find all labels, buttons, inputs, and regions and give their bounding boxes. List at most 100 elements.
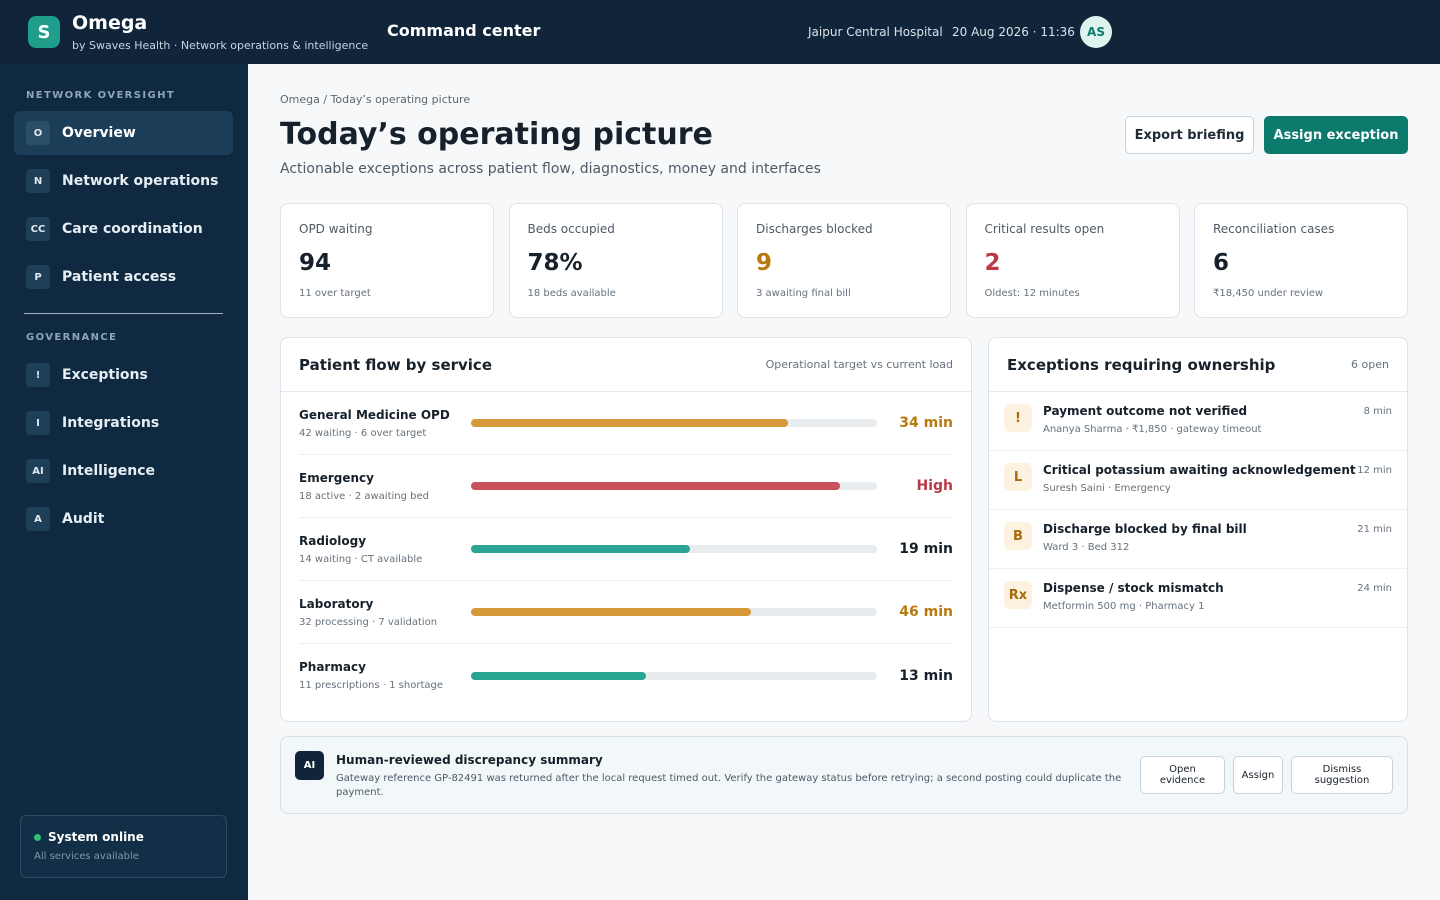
nav-item[interactable]: CC Care coordination (14, 207, 233, 251)
exception-icon: B (1004, 522, 1032, 550)
panel-title: Patient flow by service (299, 355, 492, 374)
ai-action[interactable]: Assign (1233, 756, 1283, 794)
service-detail: 32 processing · 7 validation (299, 616, 438, 628)
load-bar (471, 419, 788, 427)
status-detail: All services available (34, 851, 139, 862)
exception-age: 21 min (1357, 524, 1392, 535)
kpi-value: 94 (299, 250, 332, 276)
flow-name: Radiology 14 waiting · CT available (299, 534, 471, 565)
service-name: Emergency (299, 470, 374, 485)
sidebar: NETWORK OVERSIGHT O Overview N Network opera… (0, 64, 248, 900)
status-title: System online (34, 830, 226, 844)
panel-header: Patient flow by service Operational targe… (281, 338, 971, 392)
exception-icon: L (1004, 463, 1032, 491)
nav-icon: CC (26, 217, 50, 241)
load-bar (471, 608, 752, 616)
flow-name: Laboratory 32 processing · 7 validation (299, 597, 471, 628)
load-track (471, 608, 877, 616)
kpi-note: 11 over target (299, 288, 371, 299)
load-track (471, 545, 877, 553)
brand: Omega (72, 12, 148, 34)
kpi-label: Reconciliation cases (1213, 222, 1335, 236)
ai-action[interactable]: Dismiss suggestion (1291, 756, 1393, 794)
nav-icon: A (26, 507, 50, 531)
kpi-value: 2 (984, 250, 1001, 276)
kpi-value: 78% (527, 250, 583, 276)
ai-badge: AI (295, 751, 324, 780)
service-name: General Medicine OPD (299, 407, 450, 422)
status-box: System online All services available (20, 815, 227, 878)
exception-age: 12 min (1357, 465, 1392, 476)
exception-item[interactable]: B Discharge blocked by final bill Ward 3 ·… (989, 510, 1407, 569)
ai-text: Gateway reference GP-82491 was returned … (336, 773, 1122, 798)
exception-item[interactable]: Rx Dispense / stock mismatch Metformin 500… (989, 569, 1407, 628)
exception-title: Dispense / stock mismatch (1043, 581, 1224, 595)
panel-caption: 6 open (1351, 358, 1389, 371)
top-bar: S Omega by Swaves Health · Network operati… (0, 0, 1440, 64)
exception-title: Payment outcome not verified (1043, 404, 1248, 418)
service-detail: 18 active · 2 awaiting bed (299, 490, 429, 502)
nav-icon: P (26, 265, 50, 289)
nav-item[interactable]: ! Exceptions (14, 353, 233, 397)
logo: S (28, 16, 60, 48)
nav-item[interactable]: A Audit (14, 497, 233, 541)
kpi-card: OPD waiting 94 11 over target (280, 203, 494, 318)
service-name: Radiology (299, 533, 367, 548)
exception-detail: Ananya Sharma · ₹1,850 · gateway timeout (1043, 424, 1262, 435)
exception-detail: Metformin 500 mg · Pharmacy 1 (1043, 601, 1205, 612)
flow-name: General Medicine OPD 42 waiting · 6 over … (299, 408, 471, 439)
kpi-label: OPD waiting (299, 222, 373, 236)
load-bar (471, 482, 841, 490)
section-title: Command center (387, 21, 541, 40)
nav-icon: N (26, 169, 50, 193)
avatar[interactable]: AS (1080, 16, 1112, 48)
nav-label: Audit (62, 511, 105, 527)
service-status: High (916, 478, 953, 494)
exception-body: Critical potassium awaiting acknowledgem… (1043, 463, 1357, 494)
nav-item[interactable]: P Patient access (14, 255, 233, 299)
nav-icon: O (26, 121, 50, 145)
exception-body: Discharge blocked by final bill Ward 3 · … (1043, 522, 1357, 553)
exception-age: 24 min (1357, 583, 1392, 594)
kpi-card: Critical results open 2 Oldest: 12 minutes (965, 203, 1180, 318)
nav-group-title: NETWORK OVERSIGHT (26, 90, 176, 101)
exceptions-panel: Exceptions requiring ownership 6 open! Pay… (988, 337, 1408, 722)
page-subtitle: Actionable exceptions across patient flo… (280, 161, 821, 177)
service-status: 13 min (899, 667, 953, 684)
flow-name: Pharmacy 11 prescriptions · 1 shortage (299, 660, 471, 691)
nav-item[interactable]: I Integrations (14, 401, 233, 445)
kpi-label: Beds occupied (527, 222, 615, 236)
nav-item[interactable]: N Network operations (14, 159, 233, 203)
flow-row: Emergency 18 active · 2 awaiting bed High (299, 455, 953, 518)
action-button[interactable]: Export briefing (1125, 116, 1254, 154)
nav-label: Network operations (62, 173, 219, 189)
nav-label: Exceptions (62, 367, 148, 383)
nav-icon: I (26, 411, 50, 435)
load-bar (471, 545, 691, 553)
nav-item[interactable]: O Overview (14, 111, 233, 155)
kpi-value: 6 (1213, 250, 1230, 276)
exception-item[interactable]: L Critical potassium awaiting acknowledge… (989, 451, 1407, 510)
flow-row: Pharmacy 11 prescriptions · 1 shortage 13 … (299, 644, 953, 707)
nav-label: Patient access (62, 269, 177, 285)
load-track (471, 671, 877, 680)
exception-title: Critical potassium awaiting acknowledgem… (1043, 463, 1356, 477)
action-button[interactable]: Assign exception (1264, 116, 1408, 154)
nav-group-title: GOVERNANCE (26, 332, 118, 343)
breadcrumb[interactable]: Omega / Today’s operating picture (280, 93, 471, 106)
datetime: 20 Aug 2026 · 11:36 (952, 25, 1075, 39)
kpi-note: 3 awaiting final bill (756, 288, 851, 299)
kpi-note: ₹18,450 under review (1213, 288, 1324, 299)
service-name: Laboratory (299, 596, 374, 611)
tagline: by Swaves Health · Network operations & … (72, 39, 369, 52)
nav-item[interactable]: AI Intelligence (14, 449, 233, 493)
exception-icon: ! (1004, 404, 1032, 432)
nav-label: Integrations (62, 415, 160, 431)
exception-title: Discharge blocked by final bill (1043, 522, 1247, 536)
exception-item[interactable]: ! Payment outcome not verified Ananya Shar… (989, 392, 1407, 451)
service-status: 46 min (899, 604, 953, 620)
nav-label: Overview (62, 125, 136, 141)
exception-icon: Rx (1004, 581, 1032, 609)
ai-action[interactable]: Open evidence (1140, 756, 1225, 794)
